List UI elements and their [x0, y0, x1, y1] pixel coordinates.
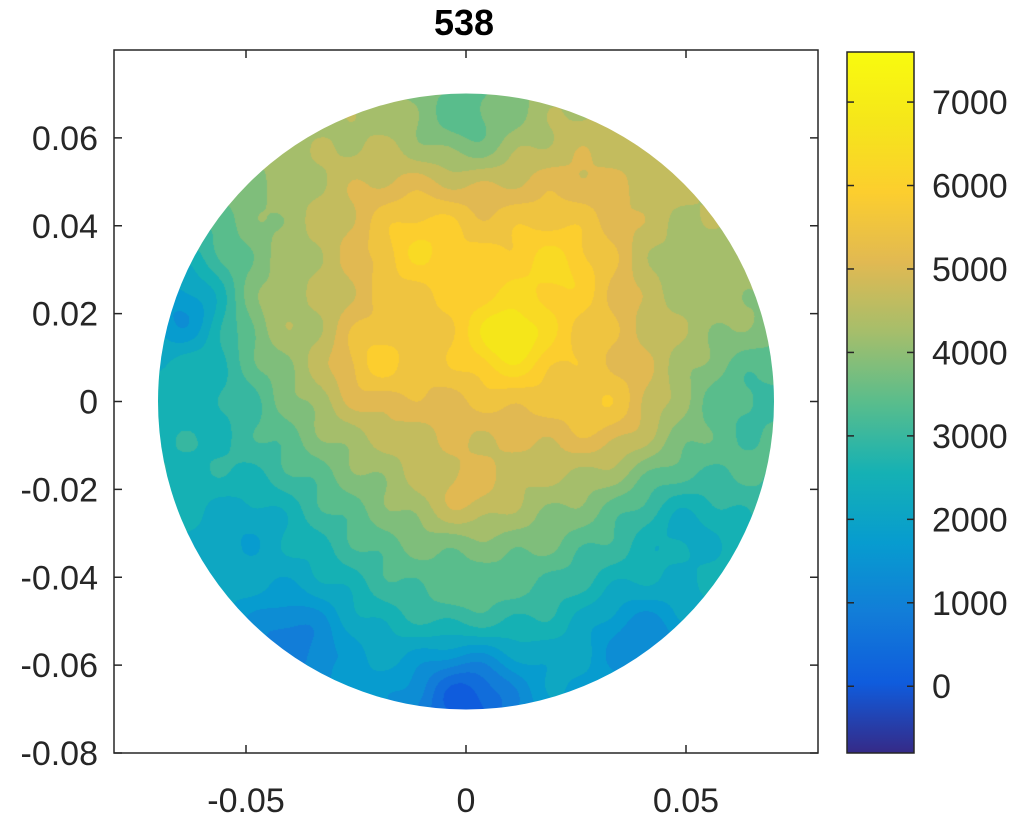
- colorbar-tick-label: 1000: [932, 585, 1008, 623]
- x-tick-label: -0.05: [207, 782, 285, 816]
- y-tick-label: 0.04: [32, 208, 98, 246]
- colorbar-tick-label: 7000: [932, 84, 1008, 122]
- y-tick-label: -0.02: [21, 471, 99, 509]
- colorbar-tick-label: 6000: [932, 168, 1008, 206]
- colorbar-gradient-bar: [847, 52, 914, 753]
- chart-title: 538: [434, 2, 494, 43]
- y-tick-label: 0: [79, 384, 98, 422]
- y-tick-label: 0.06: [32, 120, 98, 158]
- colorbar-tick-label: 5000: [932, 251, 1008, 289]
- x-tick-label: 0.05: [653, 782, 719, 816]
- y-tick-label: -0.04: [21, 559, 99, 597]
- contour-field: [158, 93, 774, 710]
- x-tick-label: 0: [457, 782, 476, 816]
- y-tick-label: 0.02: [32, 296, 98, 334]
- x-axis: -0.05 0 0.05: [207, 50, 719, 816]
- colorbar-tick-label: 3000: [932, 418, 1008, 456]
- y-tick-label: -0.06: [21, 647, 99, 685]
- colorbar-box: [846, 51, 915, 754]
- colorbar-tick-label: 0: [932, 668, 951, 706]
- y-axis: 0.06 0.04 0.02 0 -0.02 -0.04 -0.06 -0.08: [21, 120, 818, 773]
- colorbar-ticks: 0 1000 2000 3000 4000 5000 6000 7000: [847, 84, 1008, 706]
- colorbar: 0 1000 2000 3000 4000 5000 6000 7000: [846, 51, 1008, 754]
- colorbar-tick-label: 2000: [932, 501, 1008, 539]
- contour-field-image: [158, 93, 774, 710]
- y-tick-label: -0.08: [21, 735, 99, 773]
- colorbar-tick-label: 4000: [932, 334, 1008, 372]
